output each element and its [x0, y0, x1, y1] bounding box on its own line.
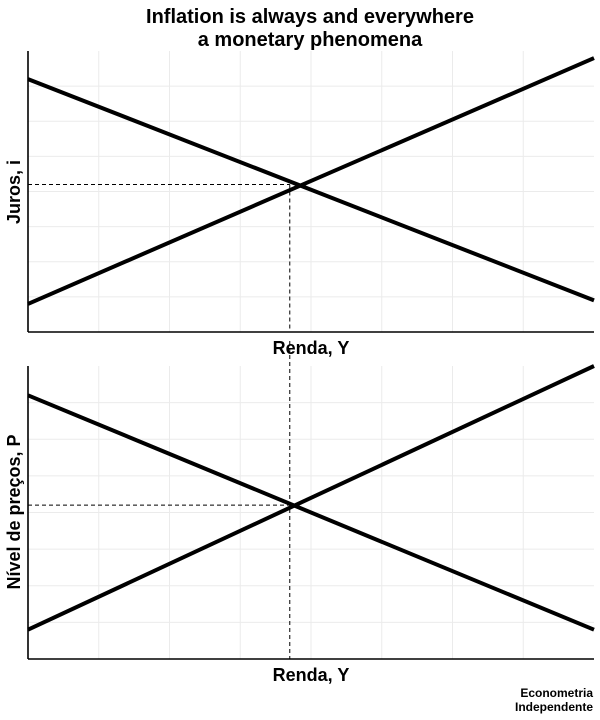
top-y-axis-label: Juros, i [4, 160, 24, 224]
chart-title-line-2: a monetary phenomena [198, 29, 423, 51]
downward-sloping-curve [27, 77, 595, 303]
bottom-panel [27, 341, 595, 660]
downward-sloping-curve [27, 393, 595, 632]
chart-title-line-1: Inflation is always and everywhere [146, 6, 474, 28]
bottom-y-axis-label: Nível de preços, P [4, 434, 24, 589]
top-x-axis-label: Renda, Y [273, 338, 350, 358]
upward-sloping-curve [27, 364, 595, 632]
bottom-x-axis-label: Renda, Y [273, 665, 350, 685]
caption-line-2: Independente [515, 700, 593, 714]
upward-sloping-curve [27, 56, 595, 306]
caption-line-1: Econometria [520, 686, 593, 700]
top-panel [27, 51, 595, 333]
